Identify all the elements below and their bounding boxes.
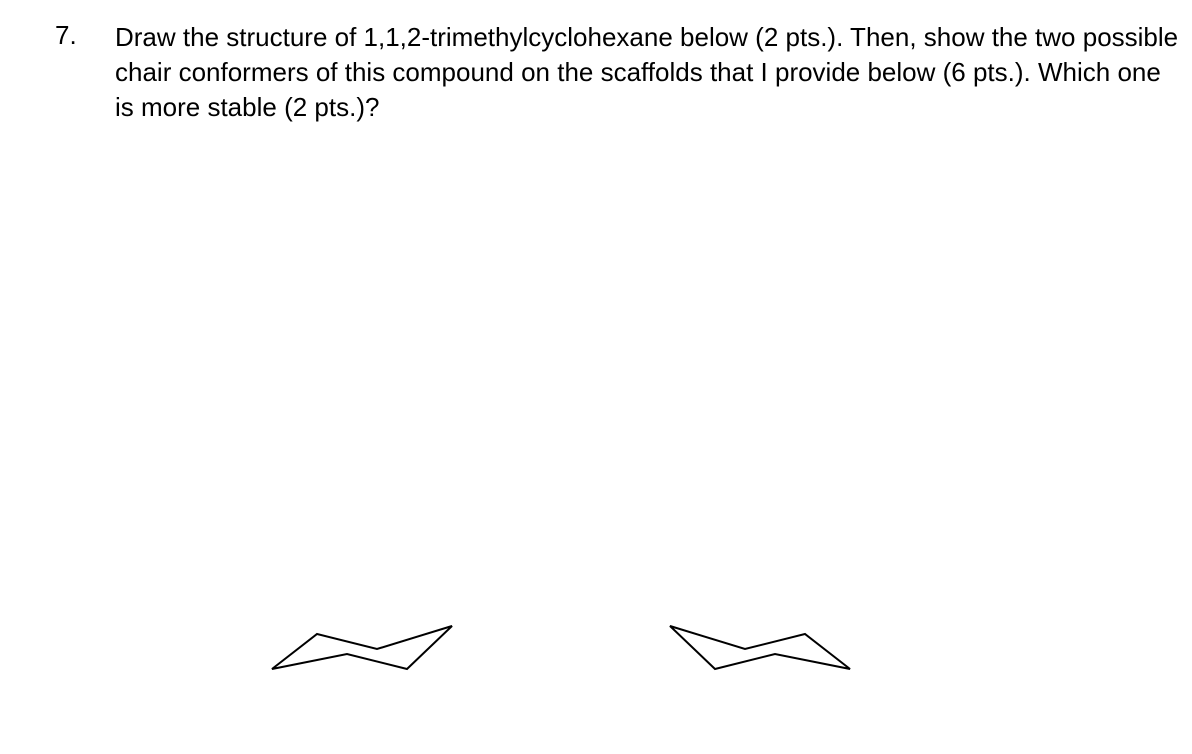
chair-left-polygon: [272, 626, 452, 669]
question-number: 7.: [55, 20, 77, 51]
chair-right-polygon: [670, 626, 850, 669]
chair-left-svg: [252, 614, 472, 694]
chair-right-svg: [650, 614, 870, 694]
chair-scaffold-right: [650, 614, 870, 699]
question-text: Draw the structure of 1,1,2-trimethylcyc…: [115, 20, 1182, 125]
question-block: 7. Draw the structure of 1,1,2-trimethyl…: [55, 20, 1182, 125]
chair-scaffold-left: [252, 614, 472, 699]
